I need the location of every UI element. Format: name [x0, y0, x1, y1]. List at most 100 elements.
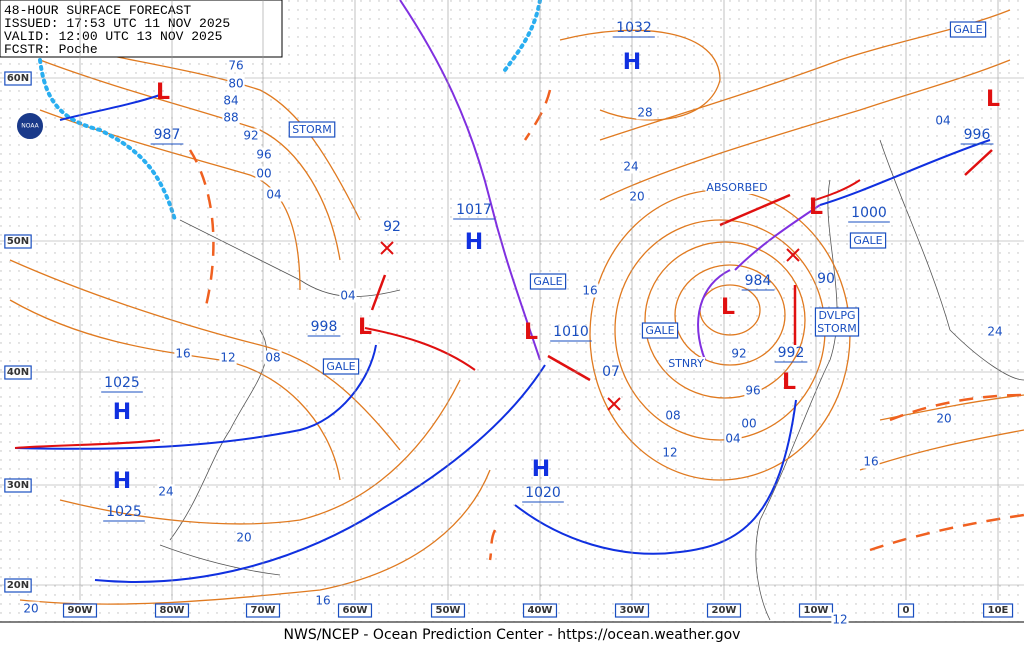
isobar-label-bg	[222, 110, 240, 125]
forecast-x	[786, 248, 800, 262]
pressure-value: 1017	[456, 202, 492, 218]
label-box	[897, 603, 915, 618]
label-box	[641, 322, 679, 339]
isobar-label-bg	[831, 612, 849, 627]
pressure-symbol: H	[623, 50, 641, 75]
warning-label: STORM	[817, 322, 857, 335]
latitude-label: 20N	[7, 580, 29, 591]
longitude-label: 90W	[68, 605, 93, 616]
footer: NWS/NCEP - Ocean Prediction Center - htt…	[284, 627, 741, 643]
pressure-symbol: L	[524, 320, 538, 345]
isobar-label: 16	[315, 594, 330, 608]
pressure-value: 987	[154, 127, 181, 143]
label-box	[4, 578, 32, 593]
isobar-label: 04	[725, 432, 740, 446]
label-box	[62, 603, 98, 618]
pressure-value: 1020	[525, 485, 561, 501]
isobar-label: 28	[637, 106, 652, 120]
label-box	[522, 603, 558, 618]
warning-label: GALE	[645, 324, 674, 337]
isobar-label-bg	[730, 346, 748, 361]
isobar-label-bg	[242, 128, 260, 143]
isobar-label: 08	[265, 351, 280, 365]
label-box	[814, 307, 860, 337]
isobar-label: 24	[623, 160, 638, 174]
longitude-label: 60W	[343, 605, 368, 616]
label-box	[798, 603, 834, 618]
pressure-symbol: L	[809, 195, 823, 220]
isobar-label-bg	[265, 187, 283, 202]
fronts	[14, 0, 991, 583]
longitude-label: 30W	[620, 605, 645, 616]
pressure-symbol: H	[465, 230, 483, 255]
latitude-label: 60N	[7, 73, 29, 84]
label-box	[4, 478, 32, 493]
pressure-value: 1025	[104, 375, 140, 391]
label-box	[4, 71, 32, 86]
isobar-label: 00	[256, 167, 271, 181]
isobar-label: 88	[223, 111, 238, 125]
forecast-x	[380, 241, 394, 255]
pressure-symbol: H	[113, 469, 131, 494]
isobar-label-bg	[227, 58, 245, 73]
isobar-label-bg	[628, 189, 646, 204]
isobar-label: 20	[629, 190, 644, 204]
ice-edge	[38, 0, 542, 222]
isobar-label-bg	[862, 454, 880, 469]
isobar-label: 12	[832, 613, 847, 627]
isobar-label-bg	[255, 166, 273, 181]
header-line: VALID: 12:00 UTC 13 NOV 2025	[4, 29, 222, 44]
isobar-label-bg	[235, 530, 253, 545]
longitude-label: 50W	[436, 605, 461, 616]
isobar-label-bg	[339, 288, 357, 303]
isobar-label: 08	[665, 409, 680, 423]
warning-label: GALE	[953, 23, 982, 36]
isobar-label: 96	[256, 148, 271, 162]
label-box	[706, 603, 742, 618]
label-box	[288, 121, 336, 138]
isobar-label-bg	[934, 113, 952, 128]
pressure-value: 984	[745, 273, 772, 289]
label-box	[983, 603, 1014, 618]
isobar-label: 12	[662, 446, 677, 460]
isobar-label: 20	[236, 531, 251, 545]
isobar-label: 04	[340, 289, 355, 303]
dashed-troughs	[188, 89, 1024, 561]
label-box	[949, 21, 987, 38]
label-box	[337, 603, 373, 618]
logo-text: NOAA	[21, 123, 39, 130]
isobar-label-bg	[222, 93, 240, 108]
isobar-label: 16	[582, 284, 597, 298]
annotation: STNRY	[668, 357, 704, 370]
warning-label: GALE	[533, 275, 562, 288]
warning-label: DVLPG	[818, 309, 855, 322]
warning-label: GALE	[853, 234, 882, 247]
isobar-label-bg	[219, 350, 237, 365]
longitude-label: 10E	[988, 605, 1009, 616]
isobar-label-bg	[264, 350, 282, 365]
forecast-value: 07	[602, 364, 620, 380]
isobar-label: 24	[158, 485, 173, 499]
forecast-value: 92	[383, 219, 401, 235]
header-line: ISSUED: 17:53 UTC 11 NOV 2025	[4, 16, 230, 31]
isobar-label: 80	[228, 77, 243, 91]
isobar-label: 04	[266, 188, 281, 202]
isobar-label: 84	[223, 94, 238, 108]
motion-arrows	[370, 149, 993, 382]
pressure-symbol: H	[113, 400, 131, 425]
isobar-label-bg	[986, 324, 1004, 339]
latitude-label: 40N	[7, 367, 29, 378]
longitude-label: 20W	[712, 605, 737, 616]
pressure-symbol: H	[532, 457, 550, 482]
isobar-label-bg	[314, 593, 332, 608]
isobar-label: 92	[731, 347, 746, 361]
longitude-label: 80W	[160, 605, 185, 616]
isobar-label-bg	[174, 346, 192, 361]
annotation-bg	[705, 181, 769, 194]
label-box	[245, 603, 281, 618]
longitude-label: 10W	[804, 605, 829, 616]
forecast-value: 90	[817, 271, 835, 287]
pressure-value: 1032	[616, 20, 652, 36]
isobar-label: 20	[23, 602, 38, 616]
